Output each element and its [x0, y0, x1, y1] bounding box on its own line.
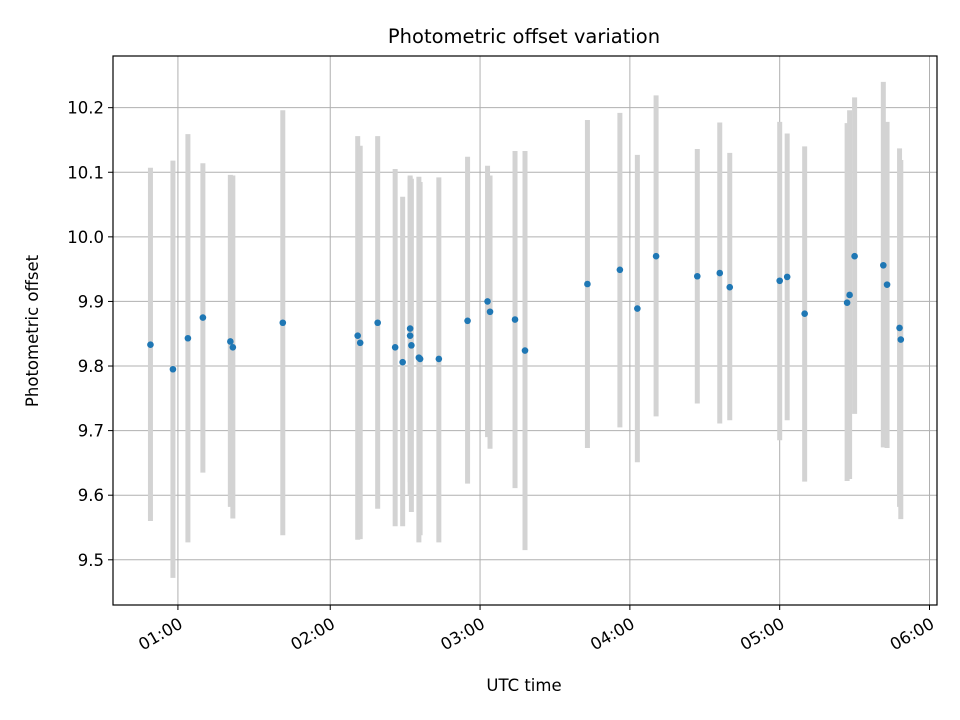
data-point — [484, 298, 491, 305]
data-point — [693, 272, 701, 280]
chart-title: Photometric offset variation — [388, 25, 660, 48]
y-tick-label: 9.7 — [78, 422, 104, 441]
data-point — [846, 291, 853, 299]
data-point — [354, 332, 362, 339]
plot-frame — [112, 55, 938, 606]
x-axis-label: UTC time — [486, 676, 561, 695]
data-point — [521, 347, 529, 354]
error-bars — [147, 81, 904, 578]
y-tick-label: 9.8 — [78, 357, 104, 376]
data-point — [199, 314, 207, 321]
y-tick-label: 10.2 — [67, 99, 104, 118]
data-point — [169, 365, 177, 373]
data-point — [897, 336, 905, 343]
data-point — [851, 252, 858, 260]
y-tick-label: 10.0 — [67, 228, 104, 247]
data-point — [184, 334, 192, 342]
data-point — [584, 280, 591, 288]
data-point — [880, 261, 887, 269]
data-point — [279, 319, 287, 327]
x-tick-label: 03:00 — [437, 614, 488, 654]
data-point — [229, 343, 237, 351]
data-point — [356, 339, 364, 347]
data-point — [147, 341, 154, 349]
data-points — [147, 252, 905, 373]
data-point — [616, 266, 624, 274]
y-axis: 9.5 9.6 9.7 9.8 9.9 10.0 10.1 10.2 — [67, 99, 113, 570]
y-tick-label: 9.9 — [78, 292, 104, 311]
data-point — [511, 316, 519, 323]
x-tick-label: 04:00 — [587, 614, 638, 654]
data-point — [783, 273, 791, 281]
y-axis-label: Photometric offset — [23, 254, 42, 407]
y-tick-label: 10.1 — [67, 163, 104, 182]
data-point — [843, 299, 851, 307]
x-axis: 01:00 02:00 03:00 04:00 05:00 06:00 — [135, 605, 938, 654]
data-point — [652, 252, 660, 260]
data-point — [406, 325, 414, 332]
y-tick-label: 9.6 — [78, 486, 104, 505]
data-point — [435, 355, 443, 363]
data-point — [896, 324, 903, 332]
data-point — [634, 305, 641, 312]
data-point — [406, 332, 414, 339]
x-tick-label: 02:00 — [288, 614, 339, 654]
data-point — [227, 338, 234, 345]
x-tick-label: 06:00 — [887, 614, 938, 654]
data-point — [801, 310, 808, 318]
x-tick-label: 05:00 — [737, 614, 788, 654]
data-point — [374, 319, 381, 327]
data-point — [726, 283, 734, 291]
data-point — [883, 281, 891, 288]
data-point — [486, 308, 494, 316]
data-point — [716, 269, 724, 277]
data-point — [416, 355, 424, 363]
data-point — [399, 358, 406, 366]
data-point — [391, 343, 399, 351]
data-point — [408, 342, 415, 349]
x-tick-label: 01:00 — [135, 614, 186, 654]
data-point — [464, 317, 471, 325]
y-tick-label: 9.5 — [78, 551, 104, 570]
data-point — [776, 277, 783, 285]
